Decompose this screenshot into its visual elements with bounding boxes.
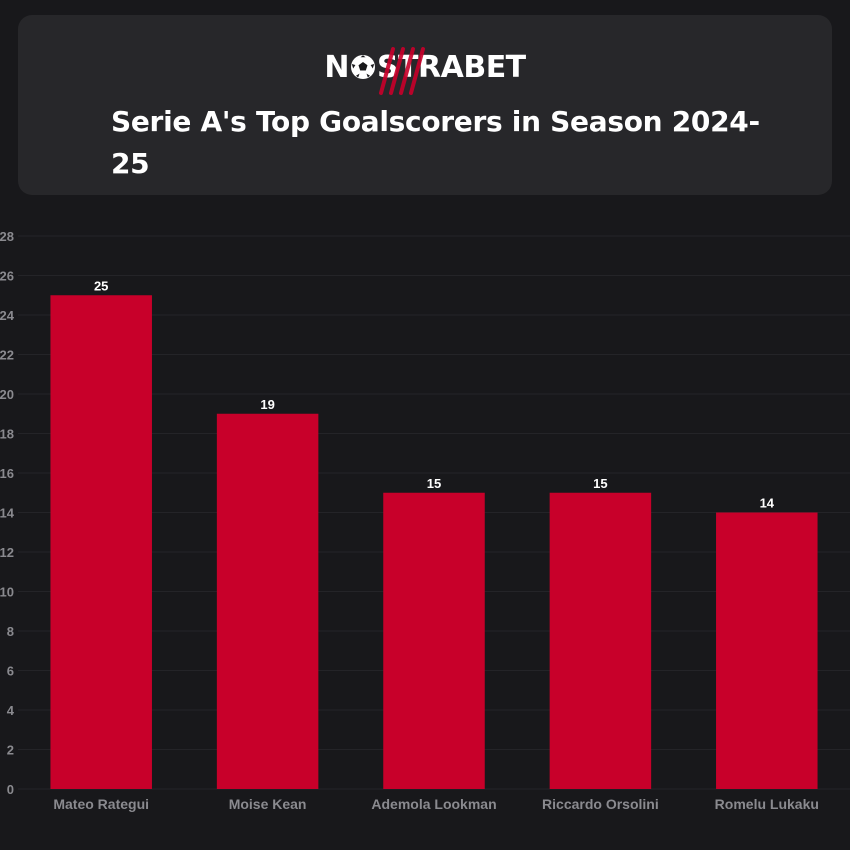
x-category-label: Romelu Lukaku xyxy=(715,796,819,812)
bar-value-label: 25 xyxy=(94,278,108,293)
y-tick-label: 22 xyxy=(0,348,14,363)
y-tick-label: 8 xyxy=(7,624,14,639)
y-tick-label: 0 xyxy=(7,782,14,797)
x-category-label: Mateo Rategui xyxy=(53,796,149,812)
y-tick-label: 10 xyxy=(0,585,14,600)
logo-text-prefix: N xyxy=(324,50,349,85)
y-tick-label: 26 xyxy=(0,269,14,284)
y-tick-label: 16 xyxy=(0,466,14,481)
bar xyxy=(216,413,319,789)
bar-value-label: 15 xyxy=(427,476,441,491)
x-category-label: Riccardo Orsolini xyxy=(542,796,659,812)
bar xyxy=(716,512,818,789)
y-tick-label: 18 xyxy=(0,427,14,442)
bar xyxy=(50,295,152,789)
y-tick-label: 2 xyxy=(7,743,14,758)
y-tick-label: 12 xyxy=(0,545,14,560)
y-tick-label: 20 xyxy=(0,387,14,402)
bar xyxy=(549,492,652,789)
x-category-label: Moise Kean xyxy=(229,796,307,812)
bar xyxy=(383,492,485,789)
y-tick-label: 4 xyxy=(7,703,15,718)
bar-value-label: 15 xyxy=(593,476,607,491)
bar-value-label: 14 xyxy=(760,496,775,511)
y-tick-label: 6 xyxy=(7,664,14,679)
soccer-ball-icon xyxy=(350,53,376,79)
y-tick-label: 14 xyxy=(0,506,15,521)
header-card: N STRABET Serie A's Top Goalscorers in S… xyxy=(18,15,832,195)
x-category-label: Ademola Lookman xyxy=(371,796,496,812)
chart-title: Serie A's Top Goalscorers in Season 2024… xyxy=(111,105,760,180)
y-tick-label: 28 xyxy=(0,229,14,244)
y-tick-label: 24 xyxy=(0,308,15,323)
bar-value-label: 19 xyxy=(260,397,274,412)
